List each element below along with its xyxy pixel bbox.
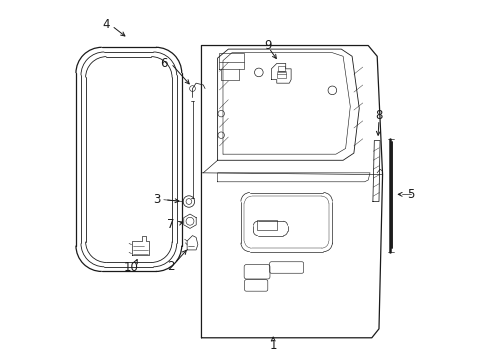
Bar (277, 66, 285, 71)
Text: 2: 2 (167, 260, 174, 273)
Bar (276, 72, 285, 78)
Text: 8: 8 (374, 109, 382, 122)
Text: 3: 3 (153, 193, 160, 206)
Text: 5: 5 (407, 188, 414, 201)
Text: 6: 6 (160, 57, 167, 70)
Text: 7: 7 (167, 218, 174, 231)
Text: 9: 9 (264, 39, 271, 52)
Bar (257, 220, 276, 230)
Text: 1: 1 (269, 339, 276, 352)
Text: 10: 10 (124, 261, 139, 274)
Text: 4: 4 (102, 18, 110, 31)
